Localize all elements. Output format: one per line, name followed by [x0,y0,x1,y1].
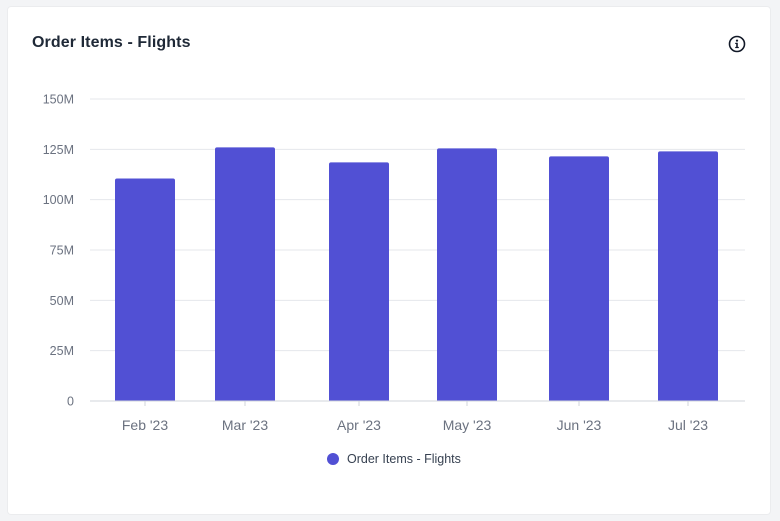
chart-legend: Order Items - Flights [327,452,461,466]
legend-label: Order Items - Flights [347,452,461,466]
y-tick-label: 100M [43,193,74,207]
x-tick-label: Apr '23 [337,417,381,433]
x-tick-label: Jul '23 [668,417,708,433]
y-tick-label: 25M [50,344,74,358]
x-tick-label: Feb '23 [122,417,168,433]
x-tick-label: Mar '23 [222,417,268,433]
bar[interactable] [549,156,609,401]
y-tick-label: 125M [43,143,74,157]
chart-card: Order Items - Flights 0 25M 50M 75M 100M 125M… [8,7,770,514]
x-tick-label: May '23 [443,417,492,433]
bar[interactable] [437,148,497,401]
bar[interactable] [115,178,175,401]
y-tick-label: 150M [43,93,74,107]
info-icon[interactable] [727,34,747,54]
y-tick-label: 0 [67,395,74,409]
chart-title: Order Items - Flights [32,34,191,51]
bar[interactable] [215,147,275,401]
y-tick-label: 75M [50,244,74,258]
x-tick-label: Jun '23 [557,417,602,433]
bar-chart: 0 25M 50M 75M 100M 125M 150M Feb '23 Mar '23 Apr … [43,93,745,433]
bar[interactable] [329,162,389,401]
y-tick-label: 50M [50,294,74,308]
bar[interactable] [658,151,718,401]
legend-swatch [327,453,339,465]
